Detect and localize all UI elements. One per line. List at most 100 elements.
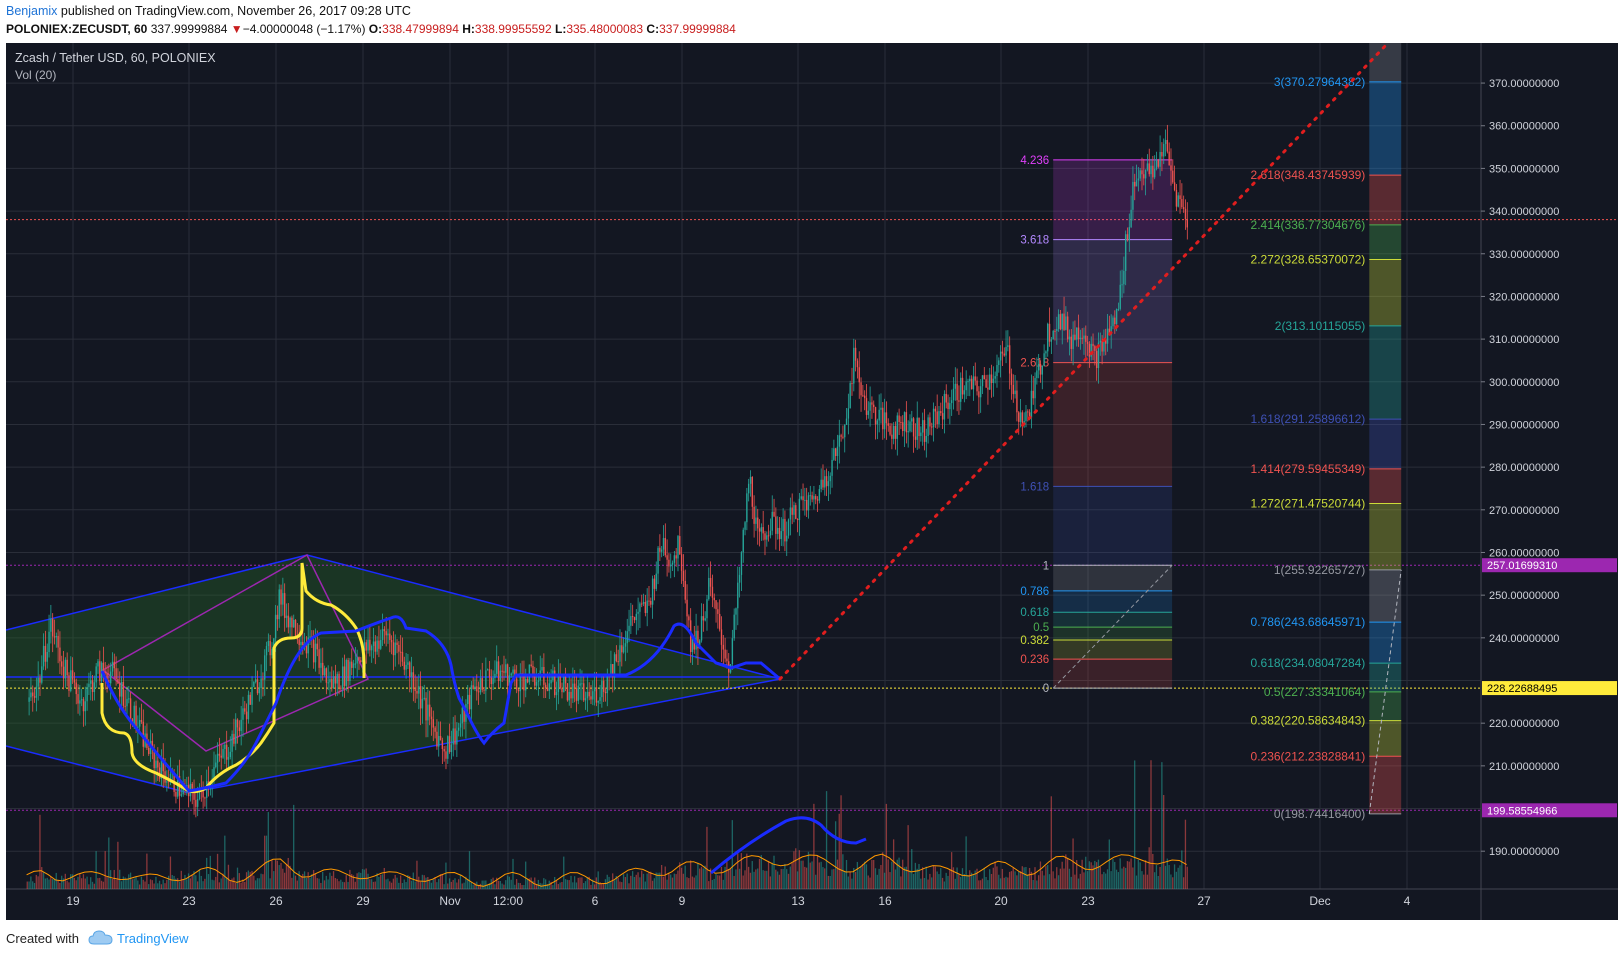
volume-bar [383,867,385,889]
candle-body [853,347,855,384]
candle-body [816,499,819,501]
volume-bar [874,868,877,889]
volume-bar [867,875,869,889]
volume-bar [717,875,719,889]
volume-bar [378,876,380,889]
volume-bar [327,879,329,889]
volume-bar [981,878,984,889]
chart-area[interactable]: 190.00000000 210.00000000 220.00000000 240.… [6,43,1618,920]
volume-bar [555,880,558,889]
volume-bar [356,873,358,889]
volume-bar [1144,860,1147,889]
volume-bar [796,871,799,889]
volume-bar [892,839,895,889]
volume-bar [428,880,431,889]
price-tag-bg [1482,681,1617,696]
volume-bar [1095,862,1098,889]
candle-body [398,644,400,652]
volume-bar [287,857,289,889]
volume-bar [488,883,491,889]
volume-bar [222,873,224,889]
candle-body [1099,340,1101,343]
candle-body [336,673,338,684]
candle-body [604,691,607,694]
volume-bar [918,863,920,889]
candle-body [193,788,195,800]
candle-body [978,391,980,398]
volume-bar [954,878,956,889]
fib-level-label: 1(255.92265727) [1274,563,1365,577]
volume-bar [563,856,565,889]
volume-bar [787,873,790,889]
candle-body [75,682,77,695]
volume-bar [1172,877,1174,889]
volume-bar [593,884,596,889]
time-axis-label: 23 [1081,894,1095,908]
candle-body [622,646,625,653]
volume-bar [990,873,993,889]
volume-bar [833,869,835,889]
volume-bar [740,853,743,889]
candle-body [385,631,387,636]
volume-bar [1170,874,1172,889]
volume-bar [650,871,652,889]
candle-body [332,676,335,689]
candle-body [851,383,853,385]
candle-body [898,415,900,423]
volume-bar [844,872,846,889]
volume-bar [331,875,333,889]
tradingview-link[interactable]: TradingView [117,931,189,946]
tradingview-cloud-icon [88,930,113,945]
author-link[interactable]: Benjamix [6,4,58,18]
volume-bar [153,883,155,889]
volume-bar [448,878,451,889]
volume-bar [709,868,712,889]
volume-bar [969,870,971,889]
volume-bar [885,803,888,889]
candle-body [916,417,918,440]
candle-body [367,639,369,651]
candle-body [699,640,701,649]
candle-body [254,679,257,682]
candle-body [1119,284,1121,309]
candle-body [461,707,463,724]
candle-body [298,639,300,646]
volume-bar [238,873,240,889]
volume-bar [177,878,179,889]
volume-bar [389,881,391,889]
volume-bar [869,877,871,889]
volume-bar [1068,868,1071,889]
open-label: O: [368,22,383,36]
volume-bar [506,875,509,889]
volume-bar [191,875,193,889]
volume-bar [1128,861,1130,889]
candle-body [414,689,416,691]
volume-bar [662,876,665,889]
candle-body [182,786,184,795]
volume-bar [1041,870,1043,889]
candle-body [700,616,703,641]
candle-body [486,669,489,671]
volume-bar [602,884,605,889]
volume-bar [831,869,833,889]
volume-bar [274,859,277,889]
volume-bar [907,825,909,889]
volume-bar [718,875,721,889]
price-axis-label: 300.00000000 [1489,377,1559,389]
volume-bar [932,866,935,889]
volume-bar [635,874,637,889]
price-chart[interactable]: 190.00000000 210.00000000 220.00000000 240.… [6,43,1618,920]
candle-body [905,412,908,433]
candle-body [684,580,686,600]
price-tag-bg [1482,558,1617,573]
candle-body [1134,181,1136,187]
candle-body [88,683,90,688]
volume-bar [213,880,215,889]
candle-body [874,407,877,425]
candle-body [403,661,405,670]
candle-body [735,608,737,615]
volume-bar [396,877,398,889]
volume-bar [639,877,641,889]
fib-zone [1053,659,1173,689]
candle-body [283,593,286,618]
